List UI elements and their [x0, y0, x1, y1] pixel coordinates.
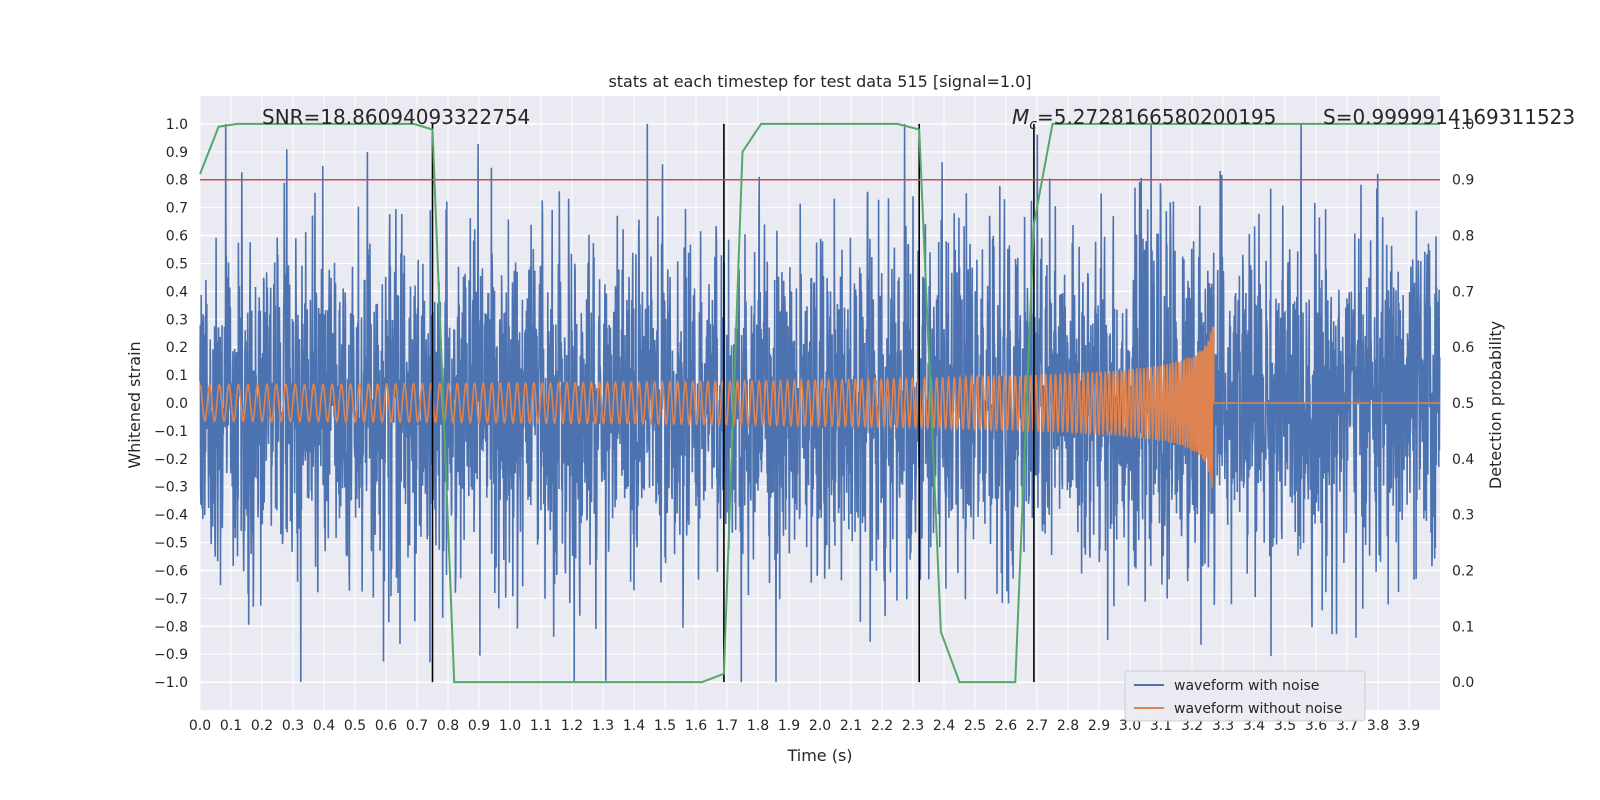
x-tick-label: 3.6 [1305, 718, 1327, 734]
x-tick-label: 3.5 [1274, 718, 1296, 734]
legend-label-noise: waveform with noise [1174, 678, 1319, 694]
y-tick-label: −0.5 [154, 536, 188, 552]
snr-annotation: SNR=18.86094093322754 [262, 105, 530, 129]
y2-tick-label: 0.7 [1452, 284, 1474, 300]
y2-tick-label: 0.0 [1452, 675, 1474, 691]
x-tick-label: 2.7 [1026, 718, 1048, 734]
x-tick-label: 0.4 [313, 718, 335, 734]
x-tick-label: 1.2 [561, 718, 583, 734]
y-tick-label: −0.3 [154, 480, 188, 496]
y-tick-label: 0.0 [166, 396, 188, 412]
x-tick-label: 1.7 [716, 718, 738, 734]
y2-tick-label: 0.3 [1452, 508, 1474, 524]
x-tick-label: 3.1 [1150, 718, 1172, 734]
x-tick-label: 3.2 [1181, 718, 1203, 734]
x-tick-label: 1.4 [623, 718, 645, 734]
y2-tick-label: 0.1 [1452, 619, 1474, 635]
y-tick-label: 0.6 [166, 229, 188, 245]
x-tick-label: 2.4 [933, 718, 955, 734]
x-tick-label: 2.2 [871, 718, 893, 734]
x-tick-label: 0.3 [282, 718, 304, 734]
y-tick-label: 0.9 [166, 145, 188, 161]
series-waveform-without-noise [199, 326, 1440, 488]
y2-axis-label: Detection probability [1486, 321, 1505, 489]
y2-tick-labels: 1.0 0.9 0.8 0.7 0.6 0.5 0.4 0.3 0.2 0.1 0.0 [1452, 117, 1474, 691]
x-tick-label: 0.5 [344, 718, 366, 734]
y-tick-label: −0.1 [154, 424, 188, 440]
chirp-mass-symbol: M [1012, 105, 1029, 129]
probability-series-layer [199, 122, 1440, 684]
x-tick-label: 1.6 [685, 718, 707, 734]
noise-series-layer [199, 123, 1441, 683]
x-tick-label: 0.2 [251, 718, 273, 734]
x-tick-label: 3.8 [1367, 718, 1389, 734]
x-tick-labels: 0.0 0.1 0.2 0.3 0.4 0.5 0.6 0.7 0.8 0.9 1.0 1.1 1.2 1… [189, 718, 1420, 734]
y-tick-label: −0.9 [154, 647, 188, 663]
x-tick-label: 0.1 [220, 718, 242, 734]
x-tick-label: 1.3 [592, 718, 614, 734]
x-tick-label: 0.9 [468, 718, 490, 734]
y-tick-label: 0.8 [166, 173, 188, 189]
s-annotation: S=0.9999914169311523 [1323, 105, 1575, 129]
legend-box [1124, 670, 1366, 722]
y-tick-labels: 1.0 0.9 0.8 0.7 0.6 0.5 0.4 0.3 0.2 0.1 0.0 −0.1 −0.… [154, 117, 188, 691]
chart-title: stats at each timestep for test data 515… [608, 72, 1031, 91]
x-tick-label: 1.1 [530, 718, 552, 734]
x-tick-label: 1.8 [747, 718, 769, 734]
y-tick-label: 0.1 [166, 368, 188, 384]
y-tick-label: 1.0 [166, 117, 188, 133]
legend-label-clean: waveform without noise [1174, 701, 1342, 717]
y2-tick-label: 1.0 [1452, 117, 1474, 133]
chirp-mass-annotation: Mc=5.2728166580200195 [1012, 105, 1276, 133]
x-tick-label: 0.0 [189, 718, 211, 734]
x-tick-label: 3.0 [1119, 718, 1141, 734]
y-tick-label: −0.7 [154, 591, 188, 607]
series-detection-probability [199, 122, 1440, 684]
y-tick-label: −0.8 [154, 619, 188, 635]
chirp-mass-value: =5.2728166580200195 [1037, 105, 1276, 129]
x-tick-label: 3.9 [1398, 718, 1420, 734]
y-tick-label: −0.6 [154, 563, 188, 579]
x-axis-label: Time (s) [786, 746, 852, 765]
y-tick-label: 0.2 [166, 340, 188, 356]
x-tick-label: 1.5 [654, 718, 676, 734]
series-waveform-with-noise [199, 123, 1441, 683]
y-tick-label: 0.5 [166, 256, 188, 272]
x-tick-label: 3.4 [1243, 718, 1265, 734]
y2-tick-label: 0.2 [1452, 563, 1474, 579]
y2-tick-label: 0.5 [1452, 396, 1474, 412]
y2-tick-label: 0.6 [1452, 340, 1474, 356]
x-tick-label: 0.8 [437, 718, 459, 734]
x-tick-label: 3.3 [1212, 718, 1234, 734]
x-tick-label: 0.6 [375, 718, 397, 734]
y-tick-label: −0.4 [154, 508, 188, 524]
x-tick-label: 0.7 [406, 718, 428, 734]
y-tick-label: −1.0 [154, 675, 188, 691]
chirp-series-layer [199, 326, 1440, 488]
x-tick-label: 2.6 [995, 718, 1017, 734]
x-tick-label: 2.3 [902, 718, 924, 734]
x-tick-label: 2.1 [840, 718, 862, 734]
chirp-mass-subscript: c [1029, 117, 1037, 133]
y2-tick-label: 0.8 [1452, 229, 1474, 245]
y2-tick-label: 0.4 [1452, 452, 1474, 468]
x-tick-label: 3.7 [1336, 718, 1358, 734]
vertical-lines [431, 123, 1035, 683]
y-tick-label: 0.3 [166, 312, 188, 328]
x-tick-label: 2.0 [809, 718, 831, 734]
y-tick-label: 0.7 [166, 201, 188, 217]
legend: waveform with noise waveform without noi… [1124, 670, 1366, 722]
x-tick-label: 2.9 [1088, 718, 1110, 734]
y-tick-label: −0.2 [154, 452, 188, 468]
x-tick-label: 2.8 [1057, 718, 1079, 734]
y-axis-label: Whitened strain [125, 341, 144, 468]
x-tick-label: 1.0 [499, 718, 521, 734]
y-tick-label: 0.4 [166, 284, 188, 300]
x-tick-label: 1.9 [778, 718, 800, 734]
x-tick-label: 2.5 [964, 718, 986, 734]
y2-tick-label: 0.9 [1452, 173, 1474, 189]
